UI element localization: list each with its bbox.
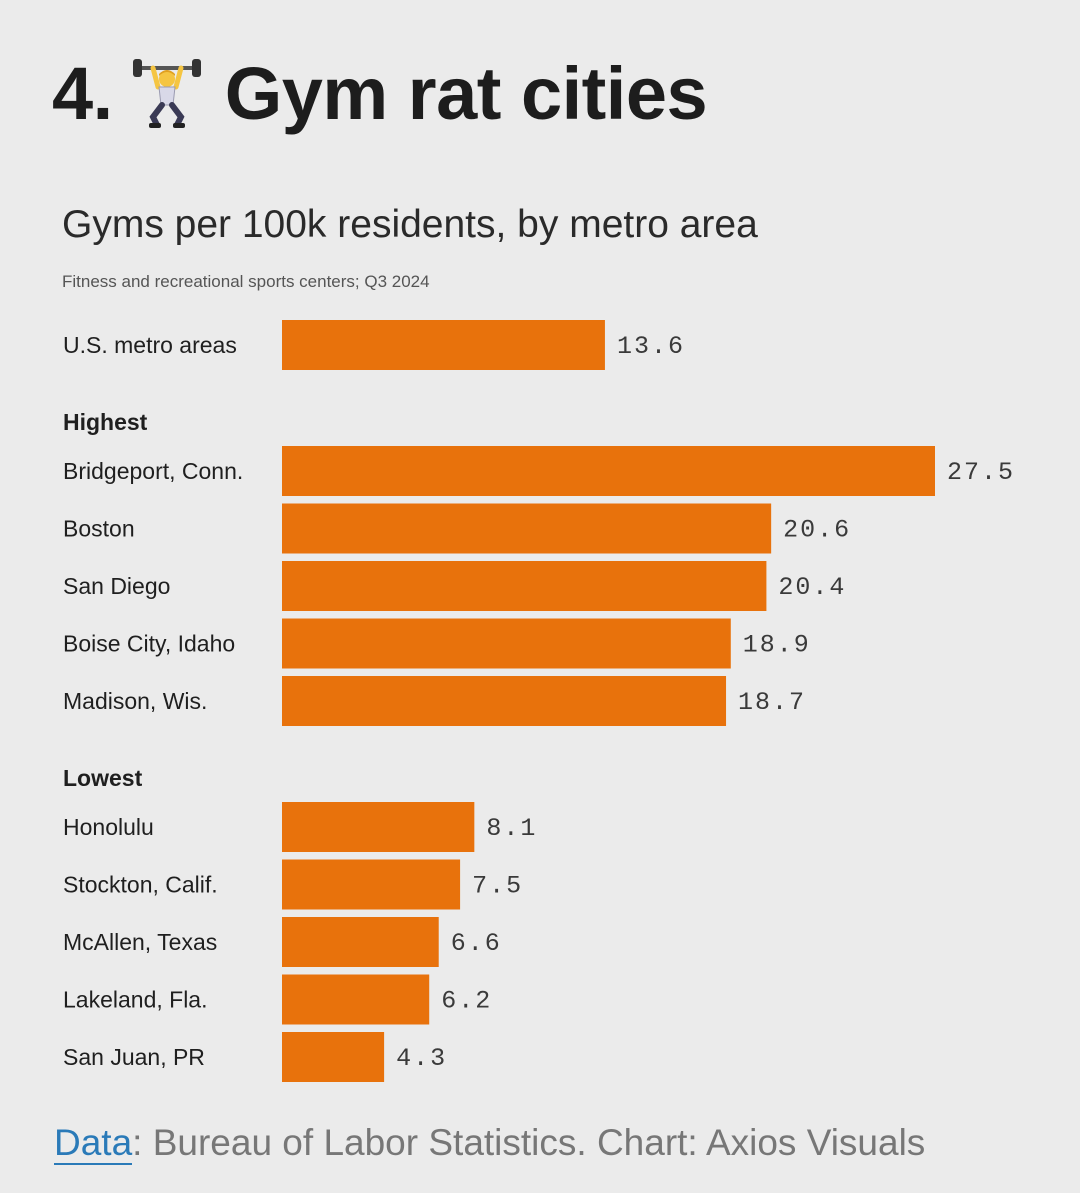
page-headline: 4. Gym rat cities: [52, 48, 708, 138]
category-label-lakeland-fla: Lakeland, Fla.: [63, 987, 207, 1013]
headline-number: 4.: [52, 51, 113, 135]
bar-stockton-calif: [282, 859, 461, 910]
category-label-mcallen-texas: McAllen, Texas: [63, 929, 217, 955]
chart-subtitle: Fitness and recreational sports centers;…: [62, 272, 430, 291]
chart-title: Gyms per 100k residents, by metro area: [62, 203, 758, 246]
category-label-boise-city-idaho: Boise City, Idaho: [63, 631, 235, 657]
category-label-boston: Boston: [63, 516, 135, 542]
bar-boston: [282, 503, 772, 554]
value-label-bridgeport-conn: 27.5: [947, 458, 1015, 487]
bar-u-s-metro-areas: [282, 320, 605, 370]
bar-boise-city-idaho: [282, 618, 731, 669]
bar-madison-wis: [282, 676, 727, 726]
bar-san-juan-pr: [282, 1032, 385, 1082]
value-label-san-diego: 20.4: [778, 573, 846, 602]
category-label-san-juan-pr: San Juan, PR: [63, 1044, 205, 1070]
value-label-u-s-metro-areas: 13.6: [617, 332, 685, 361]
headline-title: Gym rat cities: [224, 51, 708, 135]
value-label-boise-city-idaho: 18.9: [743, 631, 811, 660]
source-footer: Data: Bureau of Labor Statistics. Chart:…: [54, 1122, 926, 1165]
value-label-madison-wis: 18.7: [738, 688, 806, 717]
value-label-boston: 20.6: [783, 516, 851, 545]
bar-chart: U.S. metro areas 13.6 Bridgeport, Conn. 27.…: [63, 320, 1015, 1082]
category-label-madison-wis: Madison, Wis.: [63, 688, 207, 714]
category-label-honolulu: Honolulu: [63, 814, 154, 840]
bar-mcallen-texas: [282, 917, 439, 967]
data-link[interactable]: Data: [54, 1122, 133, 1165]
value-label-honolulu: 8.1: [486, 814, 537, 843]
bar-bridgeport-conn: [282, 446, 935, 496]
bar-honolulu: [282, 802, 475, 852]
bar-san-diego: [282, 561, 767, 611]
value-label-lakeland-fla: 6.2: [441, 987, 492, 1016]
group-label-highest: Highest: [63, 409, 148, 435]
group-label-lowest: Lowest: [63, 765, 143, 791]
category-label-u-s-metro-areas: U.S. metro areas: [63, 332, 237, 358]
bar-lakeland-fla: [282, 974, 430, 1025]
category-label-san-diego: San Diego: [63, 573, 170, 599]
category-label-stockton-calif: Stockton, Calif.: [63, 872, 218, 898]
source-text: : Bureau of Labor Statistics. Chart: Axi…: [132, 1122, 926, 1163]
value-label-mcallen-texas: 6.6: [451, 929, 502, 958]
category-label-bridgeport-conn: Bridgeport, Conn.: [63, 458, 243, 484]
value-label-san-juan-pr: 4.3: [396, 1044, 447, 1073]
value-label-stockton-calif: 7.5: [472, 872, 523, 901]
weightlifter-icon: [131, 57, 203, 129]
